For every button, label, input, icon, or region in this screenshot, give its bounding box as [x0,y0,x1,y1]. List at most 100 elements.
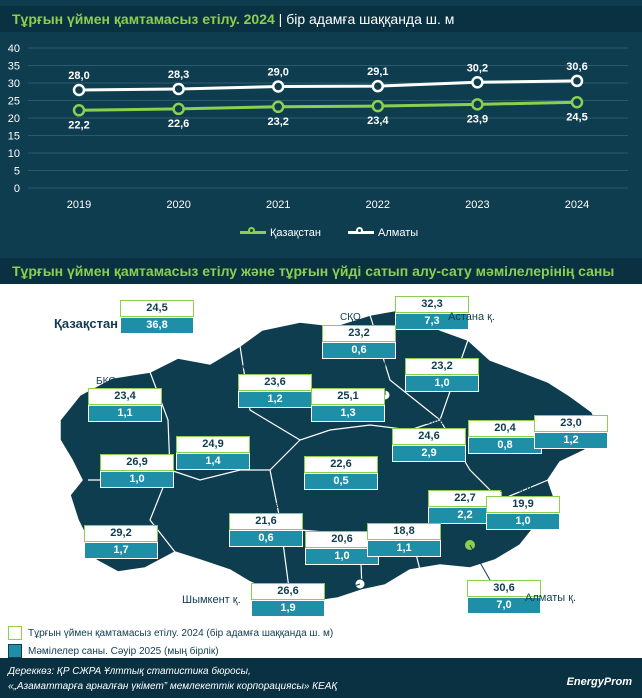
housing-value: 26,6 [251,583,325,600]
region-name: Астана қ. [448,311,495,323]
chart-title: Тұрғын үймен қамтамасыз етілу. 2024 [12,11,275,27]
y-tick-label: 15 [8,131,20,143]
housing-value: 24,5 [120,300,194,317]
footer-bar [0,658,642,698]
data-point [172,102,185,116]
region-name: Қостанай [240,362,284,373]
data-label: 29,1 [367,66,388,78]
data-label: 23,4 [367,115,389,127]
deals-value: 7,3 [395,313,469,330]
region-name: Алматы [436,478,473,489]
chart-header: Тұрғын үймен қамтамасыз етілу. 2024 | бі… [0,6,642,32]
region-name: СҚО [340,312,361,323]
housing-value: 32,3 [395,296,469,313]
data-point [471,76,484,89]
region-box: 30,6 7,0 [467,580,541,614]
housing-value: 25,1 [311,388,385,405]
region-box: 24,9 1,4 [176,436,250,470]
region-name: ШҚО [550,400,573,411]
housing-value: 23,2 [322,325,396,342]
x-tick-label: 2022 [366,199,390,211]
chart-unit: | бір адамға шаққанда ш. м [278,11,455,27]
data-point [371,99,385,113]
map-title: Тұрғын үймен қамтамасыз етілу және тұрғы… [12,263,615,279]
x-tick-label: 2024 [565,199,589,211]
housing-value: 21,6 [229,513,303,530]
source-text: Дереккөз: ҚР СЖРА Ұлттық статистика бюро… [8,664,337,694]
deals-value: 2,9 [392,445,466,462]
x-tick-label: 2019 [67,199,91,211]
map-header: Тұрғын үймен қамтамасыз етілу және тұрғы… [0,258,642,284]
data-point [72,83,86,97]
region-box: 18,8 1,1 [367,523,441,557]
region-box: 23,4 1,1 [88,388,162,422]
shymkent-leader [324,583,361,597]
legend-label-almaty: Алматы [378,226,419,239]
housing-value: 29,2 [84,525,158,542]
region-box: 23,0 1,2 [534,415,608,449]
housing-value: 30,6 [467,580,541,597]
deals-value: 1,0 [486,513,560,530]
source-line2: «„Азаматтарға арналған үкімет” мемлекетт… [8,681,338,692]
chart-legend: Қазақстан Алматы [240,225,442,239]
region-box: 32,3 7,3 [395,296,469,330]
series-line [78,100,578,112]
y-tick-label: 40 [8,43,20,55]
housing-value: 24,6 [392,428,466,445]
data-label: 22,6 [168,118,189,130]
housing-value: 20,6 [305,531,379,548]
region-name: Ақтөбе [192,424,225,435]
data-point [271,80,285,93]
deals-value: 1,2 [238,391,312,408]
region-name: Қазақстан [54,316,119,331]
deals-value: 1,7 [84,542,158,559]
housing-value: 18,8 [367,523,441,540]
deals-value: 7,0 [467,597,541,614]
region-box: 29,2 1,7 [84,525,158,559]
region-name: Абай [482,404,506,415]
region-box: 24,6 2,9 [392,428,466,462]
data-label: 23,9 [467,113,488,125]
deals-value: 0,5 [304,473,378,490]
data-point [371,79,385,93]
deals-value: 1,1 [367,540,441,557]
deals-value: 1,0 [100,471,174,488]
legend2-swatch-blue [8,644,22,658]
housing-value: 22,6 [304,456,378,473]
deals-value: 0,6 [229,530,303,547]
deals-value: 0,8 [468,437,542,454]
data-label: 30,2 [467,62,488,74]
region-box: 23,2 1,0 [405,358,479,392]
region-box: 25,1 1,3 [311,388,385,422]
region-box: 26,6 1,9 [251,583,325,617]
legend-label-kazakhstan: Қазақстан [270,226,321,239]
region-name: Алматы қ. [525,592,577,604]
x-tick-label: 2021 [266,199,290,211]
region-name: Шымкент қ. [182,594,241,606]
region-box: 26,9 1,0 [100,454,174,488]
deals-value: 0,6 [322,342,396,359]
series-line [78,79,578,92]
region-box: 23,6 1,2 [238,374,312,408]
data-point [172,82,185,96]
legend2-item1: Тұрғын үймен қамтамасыз етілу. 2024 (бір… [8,626,333,640]
data-label: 28,0 [68,70,89,82]
region-name: Ұлытау [318,444,352,455]
deals-value: 1,9 [251,600,325,617]
legend-item-kazakhstan: Қазақстан [240,227,321,239]
data-label: 30,6 [566,61,587,73]
deals-value: 1,3 [311,405,385,422]
y-tick-label: 30 [8,78,20,90]
y-tick-label: 20 [8,113,20,125]
region-name: Павлодар [400,348,447,359]
data-label: 23,2 [267,116,288,128]
data-point [570,74,584,88]
brand-logo: EnergyProm [566,676,632,688]
housing-value: 24,9 [176,436,250,453]
deals-value: 1,1 [88,405,162,422]
almaty-city-leader [469,544,491,581]
region-name: Ақмола [324,375,359,386]
y-tick-label: 25 [8,96,20,108]
y-tick-label: 35 [8,61,20,73]
deals-value: 36,8 [120,317,194,334]
